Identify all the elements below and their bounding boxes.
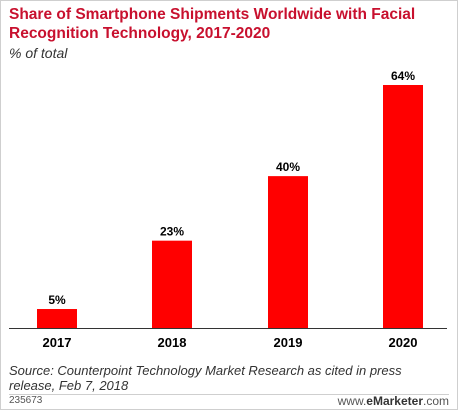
- data-label-2020: 64%: [391, 69, 415, 83]
- bar-2020: [383, 85, 423, 328]
- x-tick-label-2017: 2017: [43, 335, 72, 350]
- x-tick-label-2020: 2020: [389, 335, 418, 350]
- chart-subtitle: % of total: [9, 45, 68, 61]
- bar-2017: [37, 309, 77, 328]
- footer-divider: [9, 394, 449, 395]
- source-note: Source: Counterpoint Technology Market R…: [9, 363, 402, 393]
- x-tick-label-2018: 2018: [158, 335, 187, 350]
- brand-name: eMarketer: [366, 394, 423, 408]
- x-tick-label-2019: 2019: [274, 335, 303, 350]
- brand-prefix: www.: [337, 394, 367, 408]
- brand-logo: www.eMarketer.com: [338, 394, 449, 408]
- chart-title: Share of Smartphone Shipments Worldwide …: [9, 6, 416, 42]
- brand-suffix: .com: [422, 394, 449, 408]
- data-label-2017: 5%: [48, 293, 66, 307]
- chart-id: 235673: [9, 395, 43, 406]
- data-label-2019: 40%: [276, 160, 300, 174]
- bar-2019: [268, 176, 308, 328]
- bar-2018: [152, 240, 192, 328]
- data-label-2018: 23%: [160, 225, 184, 239]
- bar-chart: 5% 2017 23% 2018 40% 2019 64% 2020: [9, 69, 447, 350]
